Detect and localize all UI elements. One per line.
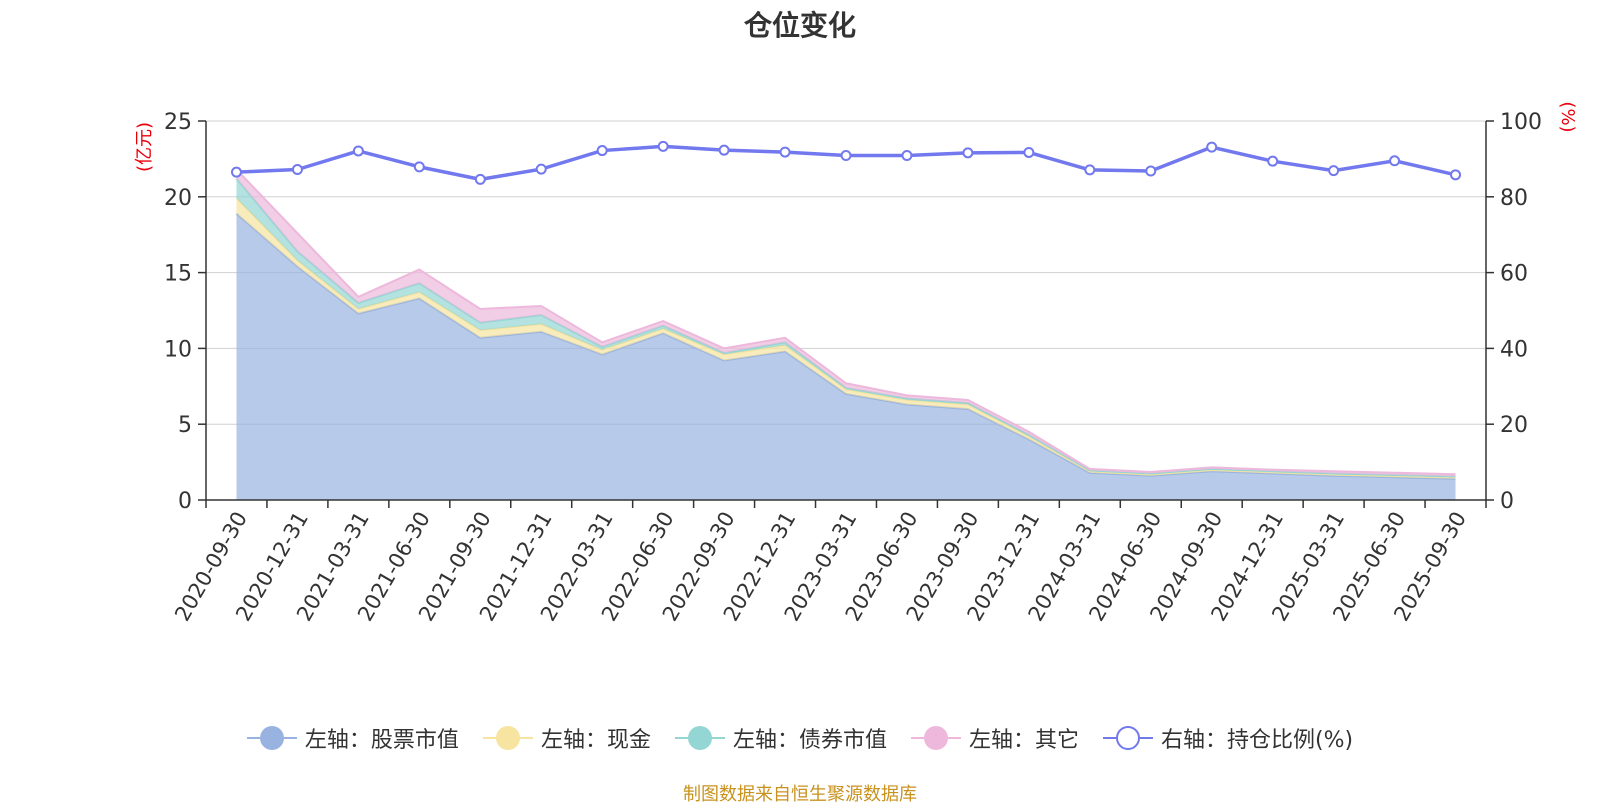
legend-label: 左轴：其它 [968,728,1079,753]
holding-ratio-point [474,173,486,185]
legend-marker-icon [482,724,533,752]
right-axis-tick-label: 100 [1500,110,1542,135]
holding-ratio-point [1023,146,1035,158]
left-axis-tick-label: 5 [178,413,192,438]
holding-ratio-point [1450,169,1462,181]
holding-ratio-point [657,140,669,152]
holding-ratio-point [413,161,425,173]
left-axis-tick-label: 10 [164,337,192,362]
holding-ratio-point [596,145,608,157]
legend-label: 右轴：持仓比例(%) [1160,728,1354,753]
holding-ratio-point [718,144,730,156]
legend-label: 左轴：股票市值 [304,728,459,753]
left-axis-unit-label: (亿元) [134,122,155,172]
right-axis-tick-label: 40 [1500,337,1528,362]
legend-item[interactable]: 右轴：持仓比例(%) [1102,722,1354,754]
holding-ratio-point [901,149,913,161]
legend-marker-icon [246,724,297,752]
right-axis-unit-label: (%) [1557,101,1578,132]
holding-ratio-point [1084,164,1096,176]
legend-label: 左轴：现金 [540,728,651,753]
legend-marker-icon [1102,724,1153,752]
holding-ratio-point [291,164,303,176]
holding-ratio-point [352,145,364,157]
holding-ratio-point [1145,165,1157,177]
left-axis-tick-label: 15 [164,262,192,287]
data-source-note: 制图数据来自恒生聚源数据库 [683,784,917,805]
legend-label: 左轴：债券市值 [732,728,887,753]
right-axis-tick-label: 0 [1500,489,1514,514]
holding-ratio-point [779,146,791,158]
left-axis-tick-label: 25 [164,110,192,135]
legend-marker-icon [910,724,961,752]
left-axis-tick-label: 20 [164,186,192,211]
area-series [236,178,1456,478]
area-series-edge [235,168,1456,476]
legend-item[interactable]: 左轴：现金 [482,722,651,754]
right-axis-tick-label: 20 [1500,413,1528,438]
holding-ratio-point [1267,155,1279,167]
right-axis-tick-label: 80 [1500,186,1528,211]
area-series [236,213,1456,500]
holding-ratio-point [840,149,852,161]
legend-marker-icon [674,724,725,752]
holding-ratio-point [1389,155,1401,167]
right-axis-tick-label: 60 [1500,262,1528,287]
holding-ratio-point [1206,141,1218,153]
chart-title: 仓位变化 [743,9,856,42]
holding-ratio-point [962,147,974,159]
left-axis-tick-label: 0 [178,489,192,514]
holding-ratio-point [1328,165,1340,177]
legend-item[interactable]: 左轴：债券市值 [674,722,887,754]
chart-legend[interactable]: 左轴：股票市值 左轴：现金 左轴：债券市值 左轴：其它 右轴：持仓比例(%) [0,722,1600,754]
holding-ratio-point [230,166,242,178]
legend-item[interactable]: 左轴：股票市值 [246,722,459,754]
holding-ratio-point [535,163,547,175]
legend-item[interactable]: 左轴：其它 [910,722,1079,754]
